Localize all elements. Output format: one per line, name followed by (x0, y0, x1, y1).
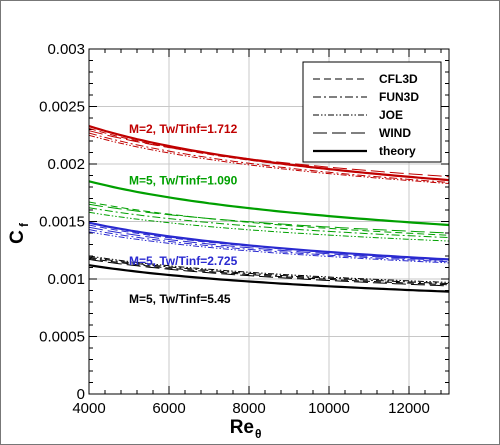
curve-joe (88, 255, 450, 283)
x-tick-label: 10000 (308, 400, 350, 417)
legend-label-joe: JOE (379, 108, 403, 122)
curve-wind (88, 203, 450, 234)
legend-label-wind: WIND (379, 126, 411, 140)
curve-fun3d (88, 256, 450, 285)
x-axis-label-subscript: θ (255, 427, 262, 441)
curve-joe (88, 134, 450, 184)
curve-fun3d (88, 229, 450, 263)
curve-joe (88, 231, 450, 264)
axis-ticks: 4000 6000 8000 10000 12000 0 0.0005 0.001 0.0015… (39, 41, 449, 417)
x-axis-label-text: Re (230, 417, 254, 438)
curve-joe (88, 211, 450, 242)
x-axis-label: Re θ (230, 417, 262, 441)
curve-theory (88, 180, 450, 227)
legend-box (302, 61, 442, 163)
curve-wind (88, 130, 450, 178)
curve-fun3d (88, 207, 450, 239)
group-label: M=5, Tw/Tinf=1.090 (129, 174, 238, 188)
curve-cfl3d (88, 201, 450, 236)
plot-area-border (88, 48, 450, 395)
group-label: M=2, Tw/Tinf=1.712 (129, 122, 238, 136)
y-tick-label: 0.002 (47, 156, 85, 173)
curve-wind (88, 258, 450, 287)
curve-theory (88, 264, 450, 293)
group-label: M=5, Tw/Tinf=2.725 (129, 254, 238, 268)
curve-theory (88, 125, 450, 182)
y-tick-label: 0.0005 (39, 329, 85, 346)
group-label: M=5, Tw/Tinf=5.45 (129, 292, 231, 306)
y-tick-label: 0.0015 (39, 214, 85, 231)
curve-cfl3d (88, 257, 450, 286)
series-curves (88, 125, 450, 293)
y-tick-label: 0 (77, 386, 85, 403)
legend: CFL3D FUN3D JOE WIND theory (302, 61, 442, 163)
curve-cfl3d (88, 224, 450, 260)
legend-label-cfl3d: CFL3D (379, 72, 418, 86)
y-tick-label: 0.003 (47, 41, 85, 58)
y-tick-label: 0.0025 (39, 99, 85, 116)
y-axis-label: C f (7, 222, 31, 244)
y-axis-label-text: C (7, 230, 28, 244)
y-tick-label: 0.001 (47, 271, 85, 288)
legend-label-fun3d: FUN3D (379, 90, 419, 104)
y-axis-label-subscript: f (17, 222, 31, 227)
group-annotations: M=2, Tw/Tinf=1.712 M=5, Tw/Tinf=1.090 M=5,… (129, 122, 238, 306)
curve-fun3d (88, 132, 450, 183)
x-tick-label: 4000 (72, 400, 105, 417)
x-tick-label: 8000 (232, 400, 265, 417)
legend-label-theory: theory (379, 144, 416, 158)
x-tick-label: 6000 (152, 400, 185, 417)
x-tick-label: 12000 (388, 400, 430, 417)
curve-wind (88, 226, 450, 262)
